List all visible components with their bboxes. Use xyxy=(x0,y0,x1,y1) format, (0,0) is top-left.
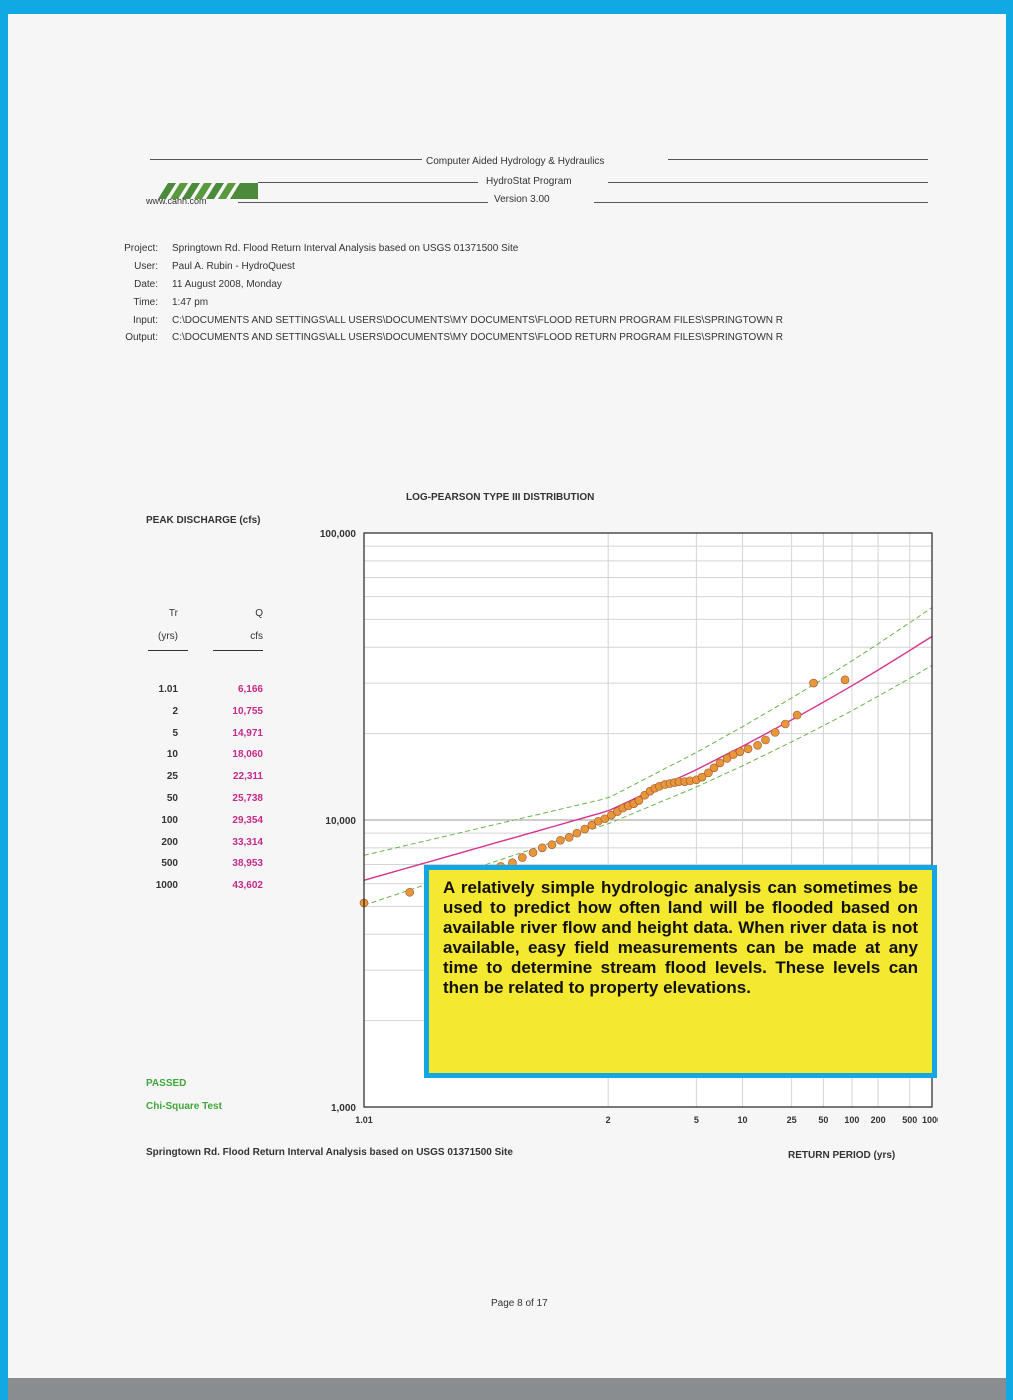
table-cell-tr: 100 xyxy=(161,814,178,826)
table-cell-q: 22,311 xyxy=(232,771,263,783)
data-point xyxy=(809,678,818,688)
data-point xyxy=(709,763,719,773)
data-point xyxy=(743,744,753,754)
table-rule xyxy=(213,650,263,651)
y-tick-label: 100,000 xyxy=(320,529,357,540)
table-cell-tr: 1000 xyxy=(155,880,178,892)
data-point xyxy=(770,728,780,737)
table-cell-q: 25,738 xyxy=(232,793,263,804)
table-cell-tr: 50 xyxy=(166,793,178,804)
header-rule xyxy=(238,202,488,203)
x-tick-label: 5 xyxy=(694,1115,699,1125)
cahh-logo xyxy=(158,177,258,199)
table-cell-q: 10,755 xyxy=(232,705,263,717)
x-tick-label: 50 xyxy=(818,1115,828,1125)
data-point xyxy=(572,828,582,838)
table-cell-q: 6,166 xyxy=(237,684,263,695)
y-tick-label: 1,000 xyxy=(331,1103,356,1114)
data-point xyxy=(761,735,770,745)
table-cell-tr: 200 xyxy=(161,836,178,848)
table-cell-tr: 1.01 xyxy=(158,684,178,695)
table-cell-q: 14,971 xyxy=(232,727,263,739)
data-point xyxy=(600,814,610,824)
data-point xyxy=(580,824,590,834)
data-point xyxy=(564,833,574,842)
header-rule xyxy=(150,159,422,160)
data-point xyxy=(735,747,745,756)
table-rule xyxy=(148,650,188,651)
header-program: HydroStat Program xyxy=(486,176,572,187)
x-tick-label: 1000 xyxy=(922,1115,938,1125)
data-point xyxy=(781,719,790,729)
table-cell-tr: 10 xyxy=(166,749,178,761)
data-point xyxy=(405,887,415,897)
x-tick-label: 500 xyxy=(902,1115,917,1125)
test-name: Chi-Square Test xyxy=(146,1101,222,1112)
data-point xyxy=(556,835,565,845)
document-page: Computer Aided Hydrology & Hydraulics Hy… xyxy=(8,14,1006,1378)
y-axis-title: PEAK DISCHARGE (cfs) xyxy=(146,515,261,526)
x-axis-title: RETURN PERIOD (yrs) xyxy=(788,1150,896,1161)
x-tick-label: 200 xyxy=(871,1115,886,1125)
data-point xyxy=(697,772,707,782)
chart-title: LOG-PEARSON TYPE III DISTRIBUTION xyxy=(406,492,595,503)
table-cell-q: 29,354 xyxy=(232,814,263,826)
table-cell-tr: 2 xyxy=(172,705,178,717)
header-rule xyxy=(608,182,928,183)
data-point xyxy=(547,840,557,850)
test-status: PASSED xyxy=(146,1078,187,1089)
chart-caption: Springtown Rd. Flood Return Interval Ana… xyxy=(146,1147,513,1158)
page-number: Page 8 of 17 xyxy=(491,1298,548,1309)
table-cell-q: 43,602 xyxy=(232,880,263,892)
header-title: Computer Aided Hydrology & Hydraulics xyxy=(426,156,605,167)
x-tick-label: 100 xyxy=(844,1115,859,1125)
header-website: www.cahh.com xyxy=(146,196,207,206)
data-point xyxy=(587,820,597,830)
header-rule xyxy=(594,202,928,203)
data-point xyxy=(528,848,538,857)
y-tick-label: 10,000 xyxy=(325,816,356,827)
data-point xyxy=(634,796,644,805)
x-tick-label: 1.01 xyxy=(355,1115,373,1125)
bottom-band xyxy=(8,1378,1006,1400)
x-tick-label: 10 xyxy=(737,1115,747,1125)
table-cell-q: 18,060 xyxy=(232,749,263,761)
plot-frame xyxy=(363,532,933,1108)
header-rule xyxy=(258,182,478,183)
data-point xyxy=(753,741,762,750)
data-point xyxy=(840,675,850,685)
x-tick-label: 25 xyxy=(787,1115,797,1125)
table-cell-q: 33,314 xyxy=(232,836,263,848)
data-point xyxy=(518,853,527,862)
header-rule xyxy=(668,159,928,160)
callout-text: A relatively simple hydrologic analysis … xyxy=(429,870,932,1073)
data-point xyxy=(722,754,732,763)
table-cell-tr: 25 xyxy=(166,771,178,783)
data-point xyxy=(704,768,713,778)
data-point xyxy=(537,843,547,853)
header-version: Version 3.00 xyxy=(494,194,550,205)
table-cell-q: 38,953 xyxy=(232,858,263,870)
x-tick-label: 2 xyxy=(606,1115,611,1125)
table-cell-tr: 500 xyxy=(161,858,178,870)
callout-box: A relatively simple hydrologic analysis … xyxy=(424,865,937,1078)
data-point xyxy=(792,710,802,720)
table-cell-tr: 5 xyxy=(172,727,178,739)
data-point xyxy=(715,758,725,768)
upper-confidence-line xyxy=(363,607,933,856)
